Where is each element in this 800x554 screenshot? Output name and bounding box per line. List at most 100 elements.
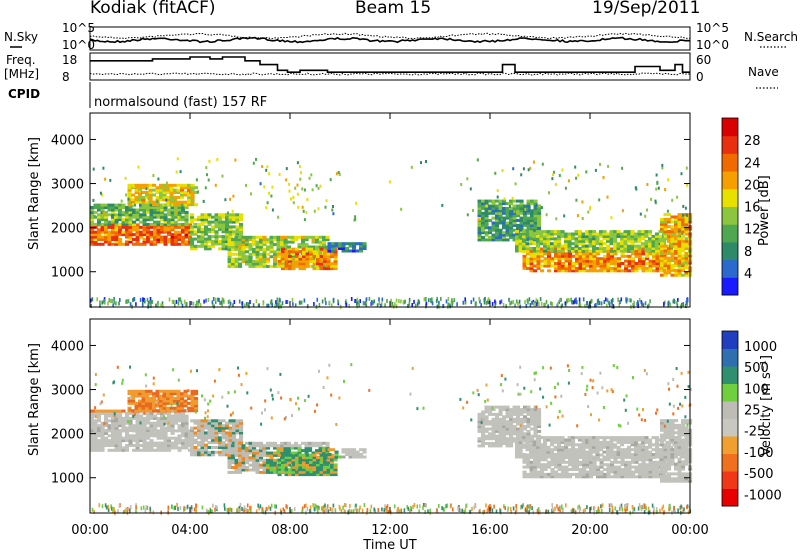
data-cell	[180, 392, 185, 396]
data-clutter	[373, 299, 376, 304]
data-cell	[331, 242, 336, 246]
data-cell	[295, 456, 300, 460]
data-cell	[655, 463, 660, 467]
data-speckle	[527, 168, 530, 172]
data-cell	[232, 438, 237, 442]
data-cell	[550, 450, 555, 454]
data-clutter	[332, 299, 335, 304]
data-speckle	[594, 168, 597, 172]
data-cell	[114, 431, 119, 435]
data-cell	[532, 453, 537, 456]
data-speckle	[567, 179, 570, 183]
data-cell	[311, 238, 316, 242]
data-cell	[495, 442, 500, 445]
data-cell	[491, 434, 496, 438]
data-cell	[200, 419, 205, 423]
data-cell	[585, 264, 590, 268]
data-cell	[540, 249, 545, 253]
data-clutter	[673, 299, 676, 304]
data-cell	[526, 475, 531, 479]
data-cell	[557, 463, 562, 467]
data-cell	[637, 247, 642, 250]
data-cell	[131, 401, 136, 405]
data-cell	[248, 255, 253, 259]
data-cell	[107, 434, 112, 438]
data-cell	[663, 251, 668, 255]
data-cell	[655, 472, 660, 476]
data-cell	[606, 257, 611, 261]
data-cell	[533, 432, 538, 436]
data-clutter	[540, 301, 543, 306]
data-cell	[312, 259, 317, 263]
data-cell	[505, 412, 510, 416]
data-cell	[518, 440, 523, 444]
data-cell	[149, 444, 154, 447]
data-cell	[645, 257, 650, 261]
data-cell	[547, 472, 552, 476]
data-cell	[255, 250, 260, 254]
data-cell	[651, 239, 656, 243]
data-cell	[311, 264, 316, 268]
data-cell	[498, 442, 503, 445]
data-cell	[477, 231, 482, 235]
data-cell	[228, 225, 233, 229]
data-cell	[681, 242, 686, 246]
data-cell	[319, 470, 324, 474]
data-cell	[146, 208, 151, 212]
data-cell	[305, 473, 310, 477]
data-cell	[592, 470, 597, 474]
data-cell	[609, 234, 614, 238]
data-cell	[543, 463, 548, 467]
data-clutter	[108, 298, 111, 303]
data-cell	[305, 453, 310, 457]
data-cell	[200, 215, 205, 219]
data-cell	[121, 419, 126, 423]
data-cell	[284, 255, 289, 258]
data-cell	[505, 228, 510, 232]
data-cell	[121, 421, 126, 425]
data-cell	[231, 456, 236, 460]
data-cell	[554, 266, 559, 270]
data-cell	[298, 250, 303, 254]
data-cell	[484, 427, 489, 431]
data-cell	[148, 404, 153, 408]
data-cell	[568, 252, 573, 256]
data-cell	[152, 394, 157, 398]
data-cell	[259, 446, 264, 450]
data-speckle	[173, 199, 176, 203]
data-clutter	[425, 304, 427, 309]
data-cell	[262, 243, 267, 247]
data-cell	[655, 247, 660, 250]
data-cell	[231, 461, 236, 465]
data-cell	[652, 465, 657, 469]
data-cell	[553, 244, 558, 248]
data-cell	[190, 237, 195, 241]
data-cell	[239, 225, 244, 229]
data-cell	[667, 213, 672, 217]
data-cell	[190, 191, 195, 194]
data-cell	[588, 230, 593, 234]
velocity-panel	[89, 318, 693, 515]
data-cell	[561, 465, 566, 469]
data-cell	[190, 443, 195, 447]
data-speckle	[298, 165, 301, 168]
data-cell	[118, 203, 123, 207]
data-cell	[221, 240, 226, 243]
data-clutter	[628, 298, 631, 303]
data-cell	[491, 202, 496, 206]
data-speckle	[317, 186, 320, 190]
data-cell	[557, 234, 562, 238]
data-cell	[315, 235, 320, 239]
data-cell	[269, 451, 274, 455]
data-cell	[193, 421, 198, 425]
data-cell	[638, 266, 643, 270]
data-cell	[519, 429, 524, 433]
data-cell	[484, 429, 489, 433]
data-cell	[170, 436, 175, 440]
data-cell	[495, 209, 500, 213]
data-cell	[536, 455, 541, 459]
data-cell	[616, 244, 621, 248]
data-cell	[204, 213, 209, 217]
data-cell	[575, 257, 580, 261]
data-cell	[225, 237, 230, 241]
